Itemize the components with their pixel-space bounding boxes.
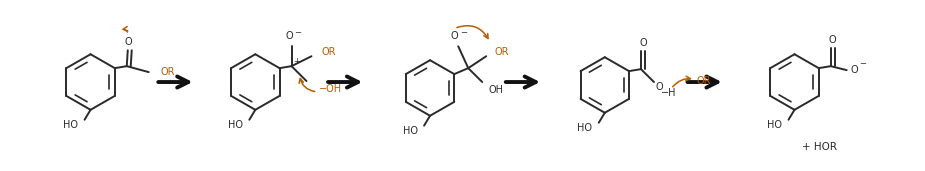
Text: HO: HO: [577, 123, 592, 133]
Text: OR: OR: [161, 67, 175, 77]
Text: O: O: [851, 65, 858, 75]
Text: OH: OH: [488, 85, 503, 95]
Text: O: O: [655, 82, 663, 92]
Text: HO: HO: [228, 120, 243, 130]
Text: +: +: [293, 57, 300, 66]
Text: O: O: [450, 31, 458, 41]
Text: O: O: [829, 35, 836, 45]
Text: HO: HO: [63, 120, 78, 130]
Text: OR: OR: [494, 47, 509, 57]
Text: OR: OR: [697, 76, 711, 86]
Text: O: O: [286, 31, 293, 41]
Text: O: O: [639, 38, 647, 48]
Text: HO: HO: [402, 126, 417, 136]
Text: + HOR: + HOR: [802, 142, 837, 153]
Text: −: −: [294, 28, 301, 37]
Text: −: −: [460, 28, 467, 37]
Text: OR: OR: [322, 47, 336, 57]
Text: −H: −H: [661, 88, 677, 98]
Text: −: −: [859, 59, 866, 68]
Text: −OH: −OH: [319, 84, 342, 94]
Text: O: O: [125, 37, 132, 47]
Text: HO: HO: [767, 120, 782, 130]
